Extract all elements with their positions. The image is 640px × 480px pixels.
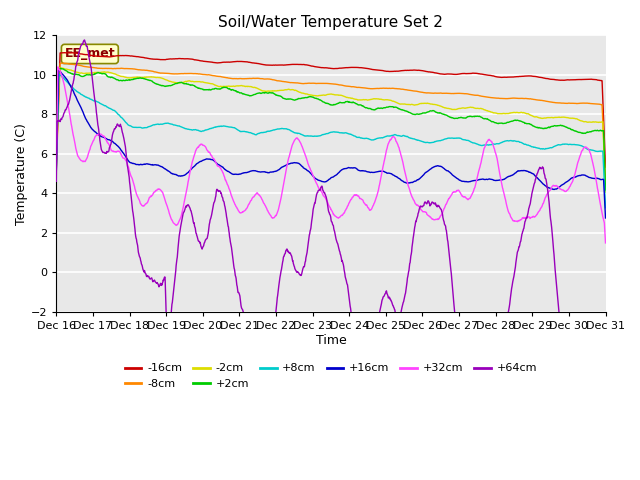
- Y-axis label: Temperature (C): Temperature (C): [15, 123, 28, 225]
- Title: Soil/Water Temperature Set 2: Soil/Water Temperature Set 2: [218, 15, 444, 30]
- Legend: -16cm, -8cm, -2cm, +2cm, +8cm, +16cm, +32cm, +64cm: -16cm, -8cm, -2cm, +2cm, +8cm, +16cm, +3…: [120, 359, 541, 394]
- Text: EE_met: EE_met: [65, 48, 115, 60]
- X-axis label: Time: Time: [316, 334, 346, 347]
